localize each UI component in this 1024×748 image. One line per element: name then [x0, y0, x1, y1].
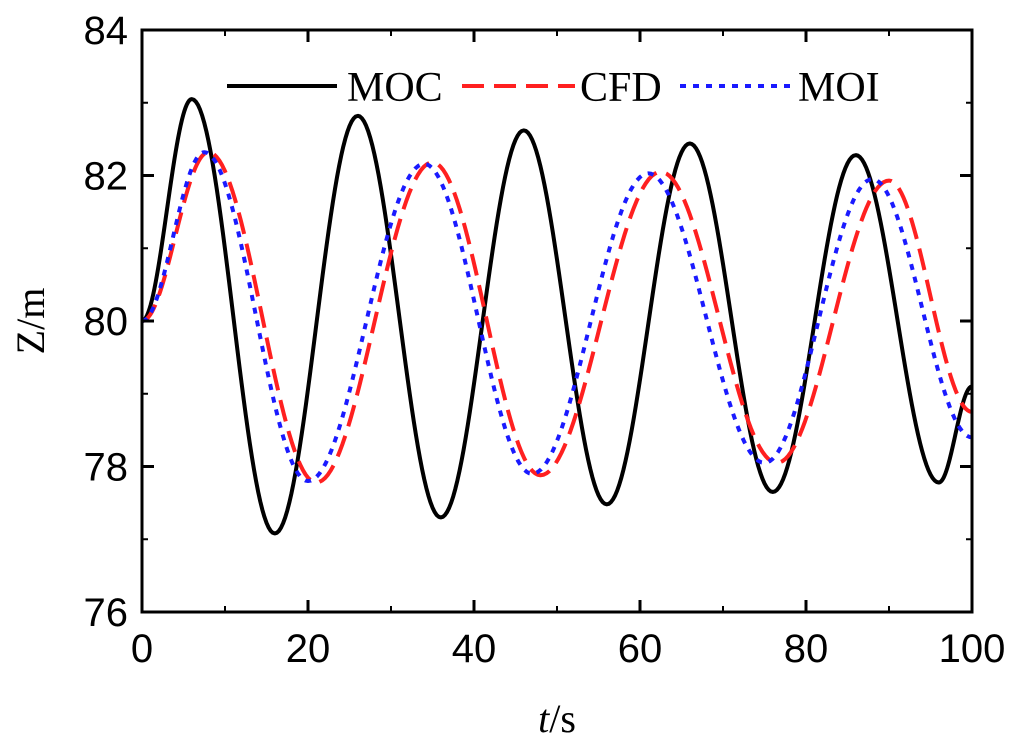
y-tick-label: 76: [84, 591, 129, 635]
y-tick-label: 84: [84, 9, 129, 53]
x-tick-label: 60: [618, 627, 663, 671]
x-tick-label: 0: [131, 627, 153, 671]
x-tick-label: 100: [939, 627, 1006, 671]
x-axis-title-unit: /s: [549, 696, 576, 741]
series-line-cfd: [141, 150, 973, 485]
y-axis-title: Z/m: [8, 288, 53, 355]
y-tick-label: 80: [84, 300, 129, 344]
series-line-moi: [141, 150, 973, 484]
legend: MOC CFD MOI: [227, 65, 880, 111]
x-axis-title: t/s: [538, 696, 576, 741]
x-tick-label: 20: [286, 627, 331, 671]
legend-label-cfd: CFD: [580, 65, 662, 111]
legend-label-moi: MOI: [798, 65, 880, 111]
y-tick-label: 78: [84, 446, 129, 490]
x-tick-label: 40: [452, 627, 497, 671]
x-axis-title-italic: t: [538, 696, 550, 741]
x-tick-label: 80: [784, 627, 829, 671]
series-layer: [141, 97, 974, 536]
ticks-layer: 0 20 40 60 80 100 76 78 80 82 84: [84, 9, 1006, 671]
legend-label-moc: MOC: [347, 65, 443, 111]
y-tick-label: 82: [84, 155, 129, 199]
series-line-moc: [141, 97, 974, 536]
